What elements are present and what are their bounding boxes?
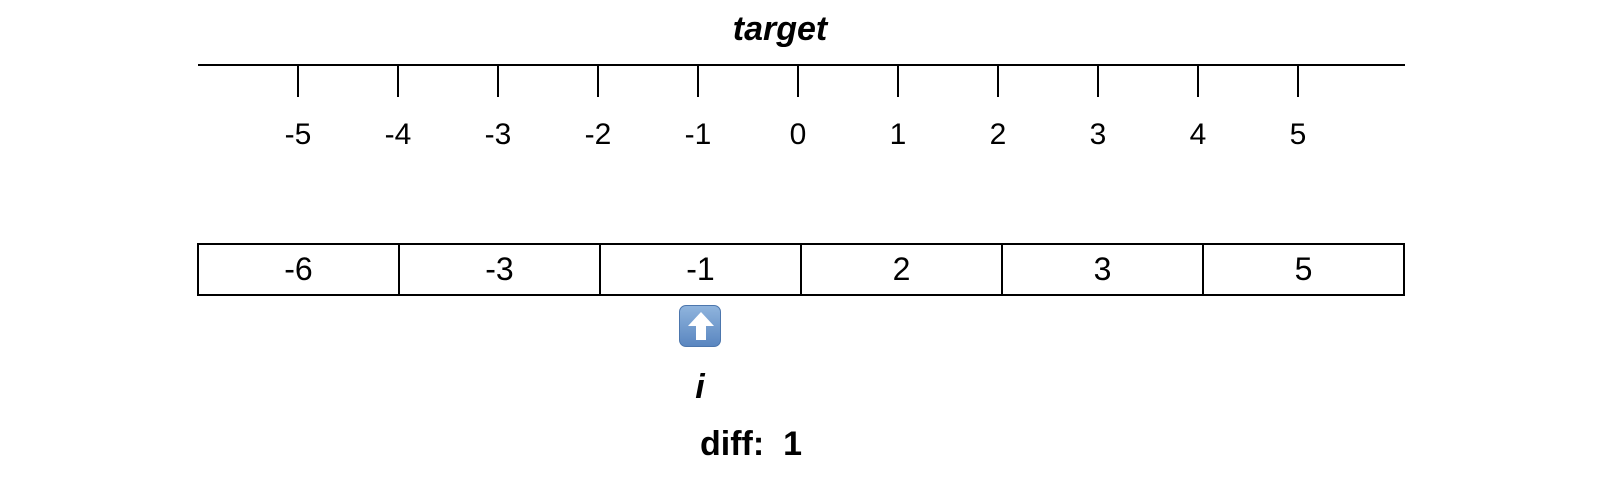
tick-mark [497, 65, 499, 97]
tick-label: 1 [889, 118, 907, 151]
sorted-array: -6 -3 -1 2 3 5 [197, 243, 1405, 296]
array-cell: -3 [400, 245, 601, 294]
tick-mark [797, 65, 799, 97]
diff-label: diff: [700, 425, 765, 463]
tick-mark [297, 65, 299, 97]
tick-label: -4 [384, 118, 412, 151]
tick-label: 2 [989, 118, 1007, 151]
number-line [198, 64, 1405, 66]
tick-label: -3 [484, 118, 512, 151]
tick-mark [597, 65, 599, 97]
tick-label: 3 [1089, 118, 1107, 151]
tick-label: -5 [284, 118, 312, 151]
array-cell: -1 [601, 245, 802, 294]
tick-label: -1 [684, 118, 712, 151]
diff-value: 1 [783, 425, 803, 463]
tick-mark [897, 65, 899, 97]
tick-mark [997, 65, 999, 97]
array-cell: 5 [1294, 251, 1313, 287]
diff-readout: diff: 1 [700, 425, 802, 464]
tick-mark [397, 65, 399, 97]
array-cell: -6 [199, 245, 400, 294]
array-cell: 2 [802, 245, 1003, 294]
tick-label: -2 [584, 118, 612, 151]
tick-mark [1297, 65, 1299, 97]
tick-mark [1097, 65, 1099, 97]
up-arrow-icon [679, 305, 721, 347]
tick-mark [697, 65, 699, 97]
pointer-label: i [695, 368, 705, 406]
tick-label: 0 [789, 118, 807, 151]
tick-label: 4 [1189, 118, 1207, 151]
tick-mark [1197, 65, 1199, 97]
tick-label: 5 [1289, 118, 1307, 151]
axis-title: target [732, 10, 828, 48]
array-cell: 3 [1003, 245, 1204, 294]
